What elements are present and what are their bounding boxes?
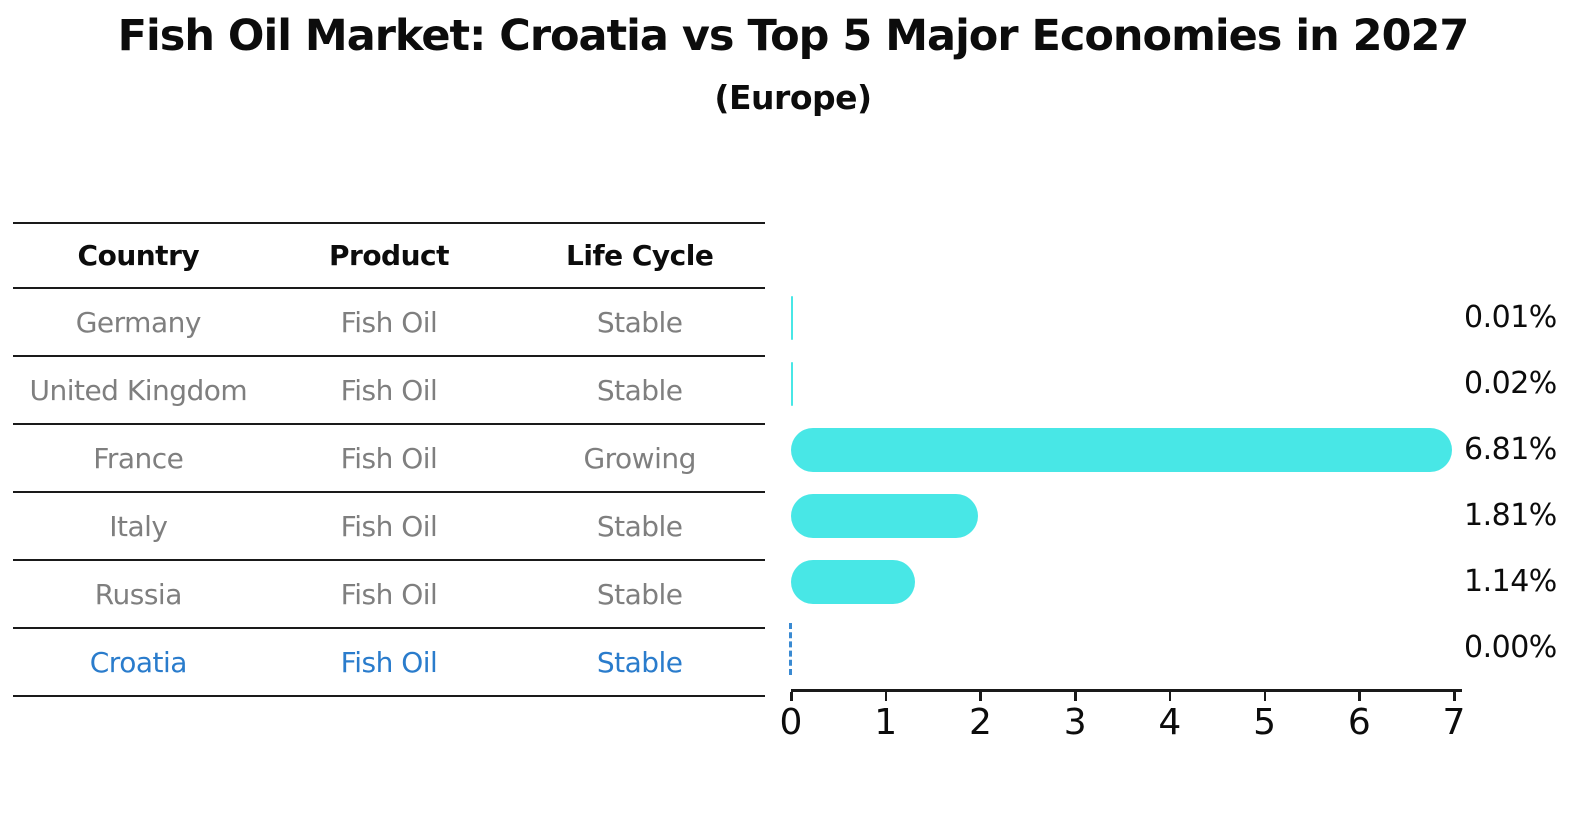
- cell-life-cycle: Stable: [596, 373, 683, 407]
- x-tick-mark: [1263, 692, 1267, 701]
- cell-product: Fish Oil: [340, 577, 438, 611]
- table-row-russia: Russia Fish Oil Stable: [13, 561, 765, 629]
- value-label-italy: 1.81%: [1464, 498, 1557, 533]
- x-tick-mark: [790, 692, 793, 701]
- cell-country: Russia: [94, 577, 183, 611]
- cell-life-cycle: Growing: [583, 441, 696, 475]
- cell-country: France: [93, 441, 184, 475]
- table-header-row: Country Product Life Cycle: [13, 224, 765, 289]
- value-label-france: 6.81%: [1464, 432, 1557, 467]
- x-tick-label: 2: [968, 702, 992, 743]
- col-header-life-cycle: Life Cycle: [566, 239, 714, 272]
- col-header-product: Product: [328, 239, 450, 272]
- cell-life-cycle: Stable: [596, 509, 683, 543]
- x-tick-mark: [884, 692, 888, 701]
- table-row-germany: Germany Fish Oil Stable: [13, 289, 765, 357]
- table-row-croatia: Croatia Fish Oil Stable: [13, 629, 765, 697]
- cell-product: Fish Oil: [340, 509, 438, 543]
- bar-france: [791, 428, 1452, 472]
- value-label-russia: 1.14%: [1464, 564, 1557, 599]
- country-table: Country Product Life Cycle Germany Fish …: [13, 222, 765, 697]
- x-tick-label: 4: [1158, 702, 1182, 743]
- value-label-united-kingdom: 0.02%: [1464, 366, 1557, 401]
- cell-product: Fish Oil: [340, 373, 438, 407]
- chart-subtitle: (Europe): [714, 78, 872, 117]
- table-row-united-kingdom: United Kingdom Fish Oil Stable: [13, 357, 765, 425]
- chart-title: Fish Oil Market: Croatia vs Top 5 Major …: [117, 11, 1470, 61]
- x-tick-label: 3: [1063, 702, 1087, 743]
- bar-united-kingdom: [791, 362, 793, 406]
- bar-russia: [791, 560, 915, 604]
- table-row-italy: Italy Fish Oil Stable: [13, 493, 765, 561]
- x-tick-label: 7: [1442, 702, 1466, 743]
- cell-country: United Kingdom: [29, 373, 248, 407]
- x-tick-label: 5: [1253, 702, 1277, 743]
- col-header-country: Country: [77, 239, 200, 272]
- x-tick-mark: [1453, 692, 1456, 701]
- cell-country: Croatia: [89, 645, 188, 679]
- cell-country: Italy: [109, 509, 168, 543]
- x-tick-mark: [1074, 692, 1077, 701]
- x-tick-label: 0: [779, 702, 803, 743]
- value-label-croatia: 0.00%: [1464, 630, 1557, 665]
- x-tick-mark: [1168, 692, 1172, 701]
- bar-germany: [791, 296, 793, 340]
- cell-life-cycle: Stable: [596, 577, 683, 611]
- x-tick-label: 1: [874, 702, 898, 743]
- croatia-zero-dashed-marker: [789, 623, 792, 675]
- x-tick-mark: [979, 692, 982, 701]
- cell-life-cycle: Stable: [596, 305, 683, 339]
- table-row-france: France Fish Oil Growing: [13, 425, 765, 493]
- x-tick-label: 6: [1347, 702, 1371, 743]
- x-axis-line: [791, 689, 1462, 692]
- value-label-germany: 0.01%: [1464, 300, 1557, 335]
- cell-life-cycle: Stable: [596, 645, 683, 679]
- cell-product: Fish Oil: [340, 645, 438, 679]
- x-tick-mark: [1358, 692, 1361, 701]
- bar-italy: [791, 494, 979, 538]
- cell-product: Fish Oil: [340, 305, 438, 339]
- cell-country: Germany: [75, 305, 202, 339]
- cell-product: Fish Oil: [340, 441, 438, 475]
